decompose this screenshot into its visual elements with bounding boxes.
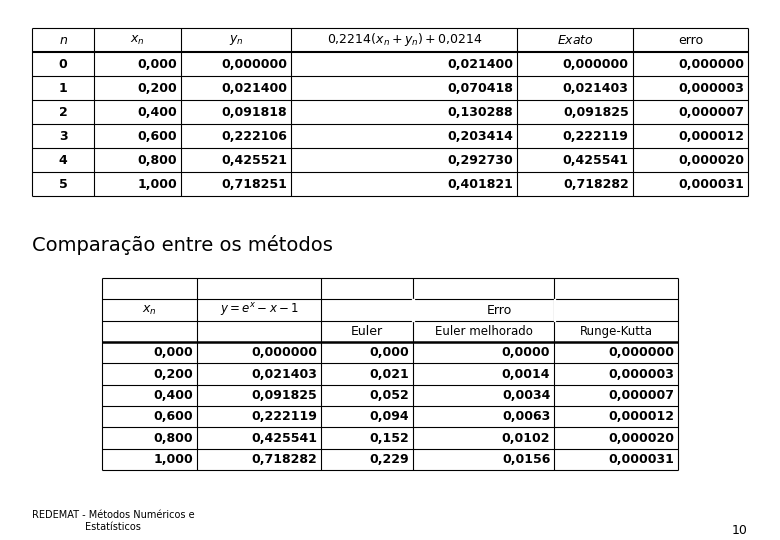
Text: 0,000012: 0,000012	[608, 410, 674, 423]
Text: 0,425521: 0,425521	[222, 153, 288, 166]
Text: erro: erro	[678, 33, 703, 46]
Text: Comparação entre os métodos: Comparação entre os métodos	[32, 235, 333, 255]
Text: 0,021403: 0,021403	[251, 368, 317, 381]
Text: 3: 3	[59, 130, 68, 143]
Text: $\it{y} = e^x - x - 1$: $\it{y} = e^x - x - 1$	[220, 301, 299, 319]
Text: 0,200: 0,200	[154, 368, 193, 381]
Text: $\it{x}_n$: $\it{x}_n$	[143, 303, 157, 316]
Text: 4: 4	[58, 153, 68, 166]
Text: 0: 0	[58, 57, 68, 71]
Text: 0,425541: 0,425541	[251, 431, 317, 444]
Text: 0,152: 0,152	[369, 431, 409, 444]
Text: Euler: Euler	[351, 325, 383, 338]
Text: 0,718251: 0,718251	[222, 178, 288, 191]
Text: 0,600: 0,600	[137, 130, 177, 143]
Text: 0,000020: 0,000020	[678, 153, 744, 166]
Text: 0,292730: 0,292730	[448, 153, 513, 166]
Text: Erro: Erro	[487, 303, 512, 316]
Text: 0,425541: 0,425541	[562, 153, 629, 166]
Text: Runge-Kutta: Runge-Kutta	[580, 325, 653, 338]
Text: 1: 1	[58, 82, 68, 94]
Text: 0,000000: 0,000000	[222, 57, 288, 71]
Text: 0,800: 0,800	[154, 431, 193, 444]
Text: 0,000007: 0,000007	[608, 389, 674, 402]
Text: 0,070418: 0,070418	[448, 82, 513, 94]
Text: 1,000: 1,000	[154, 453, 193, 466]
Text: 0,021: 0,021	[369, 368, 409, 381]
Text: 0,000: 0,000	[154, 346, 193, 359]
Text: 0,000: 0,000	[369, 346, 409, 359]
Text: 0,000000: 0,000000	[251, 346, 317, 359]
Text: 0,000031: 0,000031	[678, 178, 744, 191]
Text: 2: 2	[58, 105, 68, 118]
Text: 0,0156: 0,0156	[502, 453, 551, 466]
Text: 0,222119: 0,222119	[251, 410, 317, 423]
Text: $\it{n}$: $\it{n}$	[58, 33, 68, 46]
Text: 0,130288: 0,130288	[448, 105, 513, 118]
Text: 0,000003: 0,000003	[678, 82, 744, 94]
Text: 0,0102: 0,0102	[502, 431, 551, 444]
Text: $\it{x}_n$: $\it{x}_n$	[130, 33, 145, 46]
Text: 5: 5	[58, 178, 68, 191]
Text: 0,094: 0,094	[370, 410, 409, 423]
Text: 0,091825: 0,091825	[563, 105, 629, 118]
Text: Euler melhorado: Euler melhorado	[434, 325, 533, 338]
Text: 0,200: 0,200	[137, 82, 177, 94]
Text: $\it{Exato}$: $\it{Exato}$	[557, 33, 594, 46]
Text: 0,000003: 0,000003	[608, 368, 674, 381]
Text: 0,000000: 0,000000	[562, 57, 629, 71]
Text: 0,718282: 0,718282	[251, 453, 317, 466]
Text: 0,718282: 0,718282	[563, 178, 629, 191]
Text: 0,000012: 0,000012	[678, 130, 744, 143]
Bar	[554, 299, 555, 321]
Text: 0,091818: 0,091818	[222, 105, 288, 118]
Text: 0,400: 0,400	[154, 389, 193, 402]
Text: 0,000: 0,000	[137, 57, 177, 71]
Text: $\it{y}_n$: $\it{y}_n$	[229, 33, 243, 47]
Text: 0,0000: 0,0000	[502, 346, 551, 359]
Text: 0,000007: 0,000007	[678, 105, 744, 118]
Text: 0,0063: 0,0063	[502, 410, 551, 423]
Text: 0,021400: 0,021400	[222, 82, 288, 94]
Text: 0,400: 0,400	[137, 105, 177, 118]
Text: 0,000031: 0,000031	[608, 453, 674, 466]
Text: 0,203414: 0,203414	[448, 130, 513, 143]
Text: 0,000000: 0,000000	[608, 346, 674, 359]
Text: REDEMAT - Métodos Numéricos e
Estatísticos: REDEMAT - Métodos Numéricos e Estatístic…	[32, 510, 195, 531]
Text: 0,021403: 0,021403	[563, 82, 629, 94]
Text: 0,800: 0,800	[137, 153, 177, 166]
Text: 0,052: 0,052	[369, 389, 409, 402]
Text: 0,091825: 0,091825	[251, 389, 317, 402]
Text: $0{,}2214(x_n+y_n) + 0{,}0214$: $0{,}2214(x_n+y_n) + 0{,}0214$	[327, 31, 482, 49]
Text: 0,229: 0,229	[370, 453, 409, 466]
Text: 0,0014: 0,0014	[502, 368, 551, 381]
Text: 0,222106: 0,222106	[222, 130, 288, 143]
Text: 0,222119: 0,222119	[563, 130, 629, 143]
Text: 0,021400: 0,021400	[448, 57, 513, 71]
Text: 0,401821: 0,401821	[448, 178, 513, 191]
Text: 0,0034: 0,0034	[502, 389, 551, 402]
Text: 0,600: 0,600	[154, 410, 193, 423]
Text: 0,000020: 0,000020	[608, 431, 674, 444]
Text: 0,000000: 0,000000	[678, 57, 744, 71]
Text: 1,000: 1,000	[137, 178, 177, 191]
Text: 10: 10	[732, 524, 748, 537]
